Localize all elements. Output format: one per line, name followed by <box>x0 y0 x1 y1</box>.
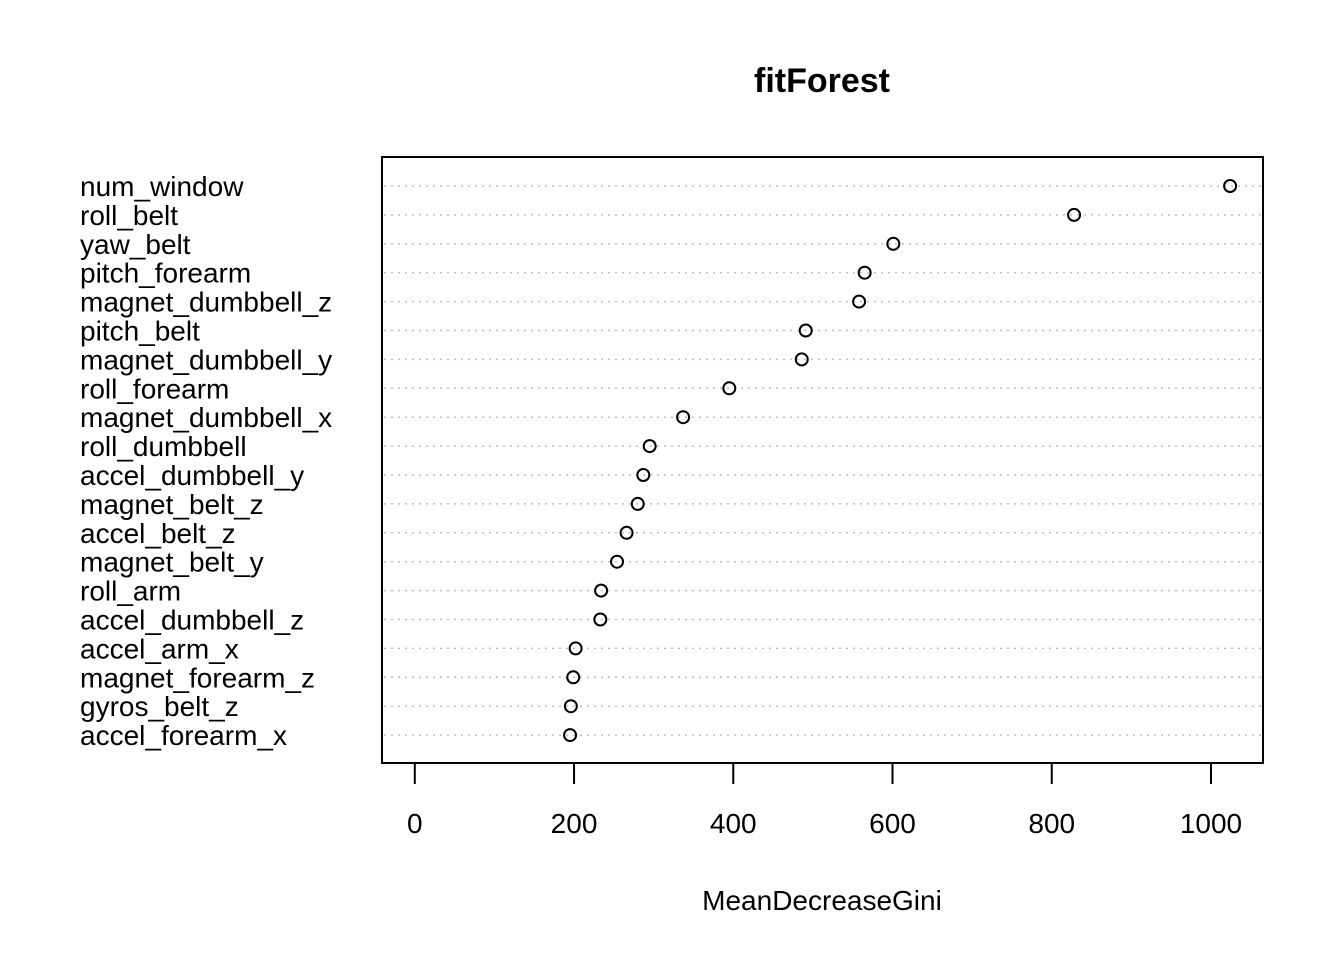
category-label: magnet_dumbbell_z <box>80 287 332 318</box>
data-point <box>886 236 901 251</box>
data-points <box>563 179 1238 743</box>
category-label: accel_forearm_x <box>80 720 287 751</box>
data-point <box>1067 207 1082 222</box>
x-axis-title: MeanDecreaseGini <box>702 885 942 916</box>
category-label: magnet_dumbbell_y <box>80 344 332 375</box>
category-label: roll_forearm <box>80 373 229 404</box>
data-point <box>794 352 809 367</box>
category-label: yaw_belt <box>80 229 191 260</box>
category-label: roll_dumbbell <box>80 431 247 462</box>
data-point <box>798 323 813 338</box>
data-point <box>563 699 578 714</box>
category-label: gyros_belt_z <box>80 691 239 722</box>
x-tick-label: 600 <box>869 808 916 839</box>
category-label: roll_arm <box>80 576 181 607</box>
x-tick-label: 0 <box>407 808 423 839</box>
category-label: magnet_forearm_z <box>80 662 315 693</box>
data-point <box>676 410 691 425</box>
grid-lines <box>384 185 1261 736</box>
chart-title: fitForest <box>754 62 890 100</box>
x-tick-label: 800 <box>1028 808 1075 839</box>
data-point <box>1223 179 1238 193</box>
x-tick-label: 400 <box>710 808 757 839</box>
category-label: accel_belt_z <box>80 518 236 549</box>
data-point <box>593 612 608 627</box>
category-label: magnet_belt_z <box>80 489 264 520</box>
x-axis: 0 200 400 600 800 1000 <box>407 762 1242 839</box>
data-point <box>566 670 581 685</box>
data-point <box>636 468 651 482</box>
category-label: accel_dumbbell_z <box>80 605 304 636</box>
x-tick-label: 1000 <box>1180 808 1242 839</box>
category-label: pitch_forearm <box>80 258 251 289</box>
category-label: accel_dumbbell_y <box>80 460 304 491</box>
x-tick-label: 200 <box>551 808 598 839</box>
data-point <box>642 439 657 454</box>
data-point <box>857 265 872 280</box>
category-label: magnet_belt_y <box>80 547 264 578</box>
data-point <box>563 728 578 743</box>
data-point <box>610 554 625 569</box>
category-label: pitch_belt <box>80 316 200 347</box>
data-point <box>619 525 634 540</box>
category-label: accel_arm_x <box>80 633 239 664</box>
data-point <box>568 641 583 656</box>
plot-frame <box>381 156 1264 764</box>
category-labels: num_windowroll_beltyaw_beltpitch_forearm… <box>80 171 332 751</box>
data-point <box>722 381 737 396</box>
category-label: num_window <box>80 171 244 202</box>
category-label: roll_belt <box>80 200 178 231</box>
category-label: magnet_dumbbell_x <box>80 402 332 433</box>
data-point <box>630 496 645 511</box>
data-point <box>852 294 867 309</box>
data-point <box>594 583 609 598</box>
